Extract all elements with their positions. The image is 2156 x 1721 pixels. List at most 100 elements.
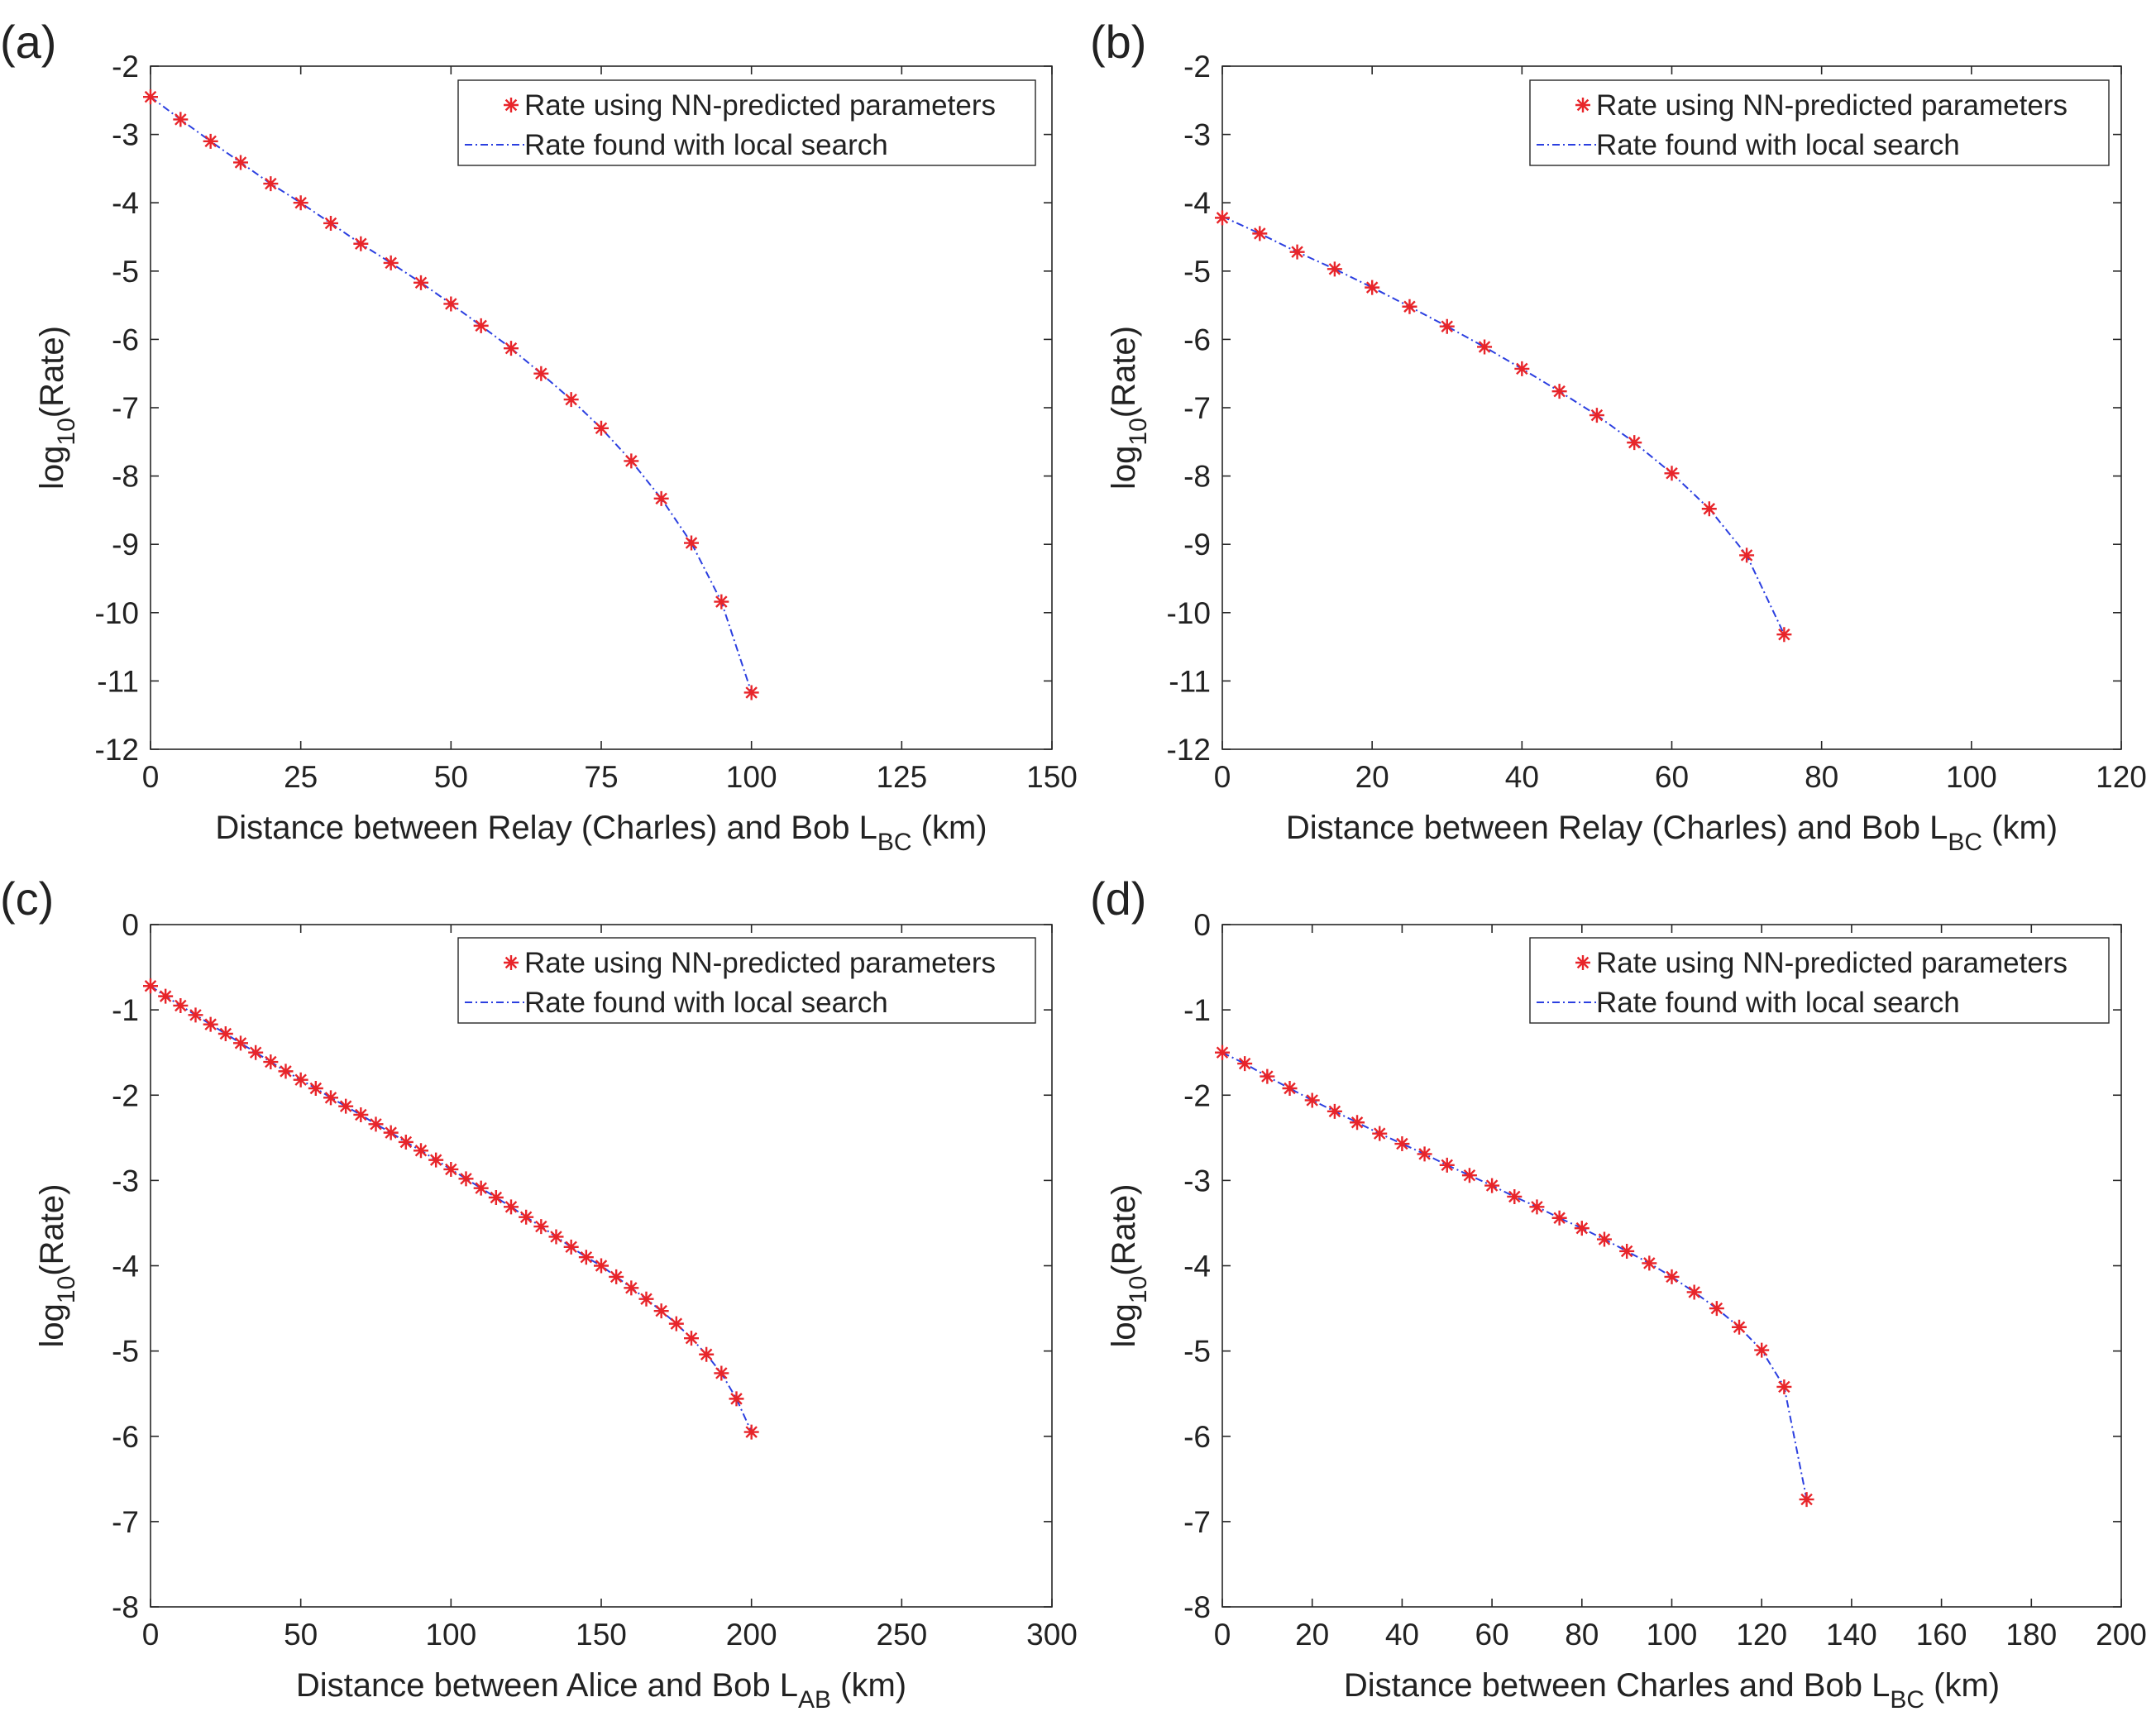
y-axis-label: log10(Rate) [1106, 1184, 1152, 1348]
x-tick-label: 100 [726, 760, 777, 794]
plot-area [1221, 924, 2122, 1608]
series-nn-marker [458, 1171, 474, 1187]
series-nn-marker [1215, 210, 1230, 226]
legend-nn-marker-icon [504, 98, 519, 112]
series-nn-marker [323, 1090, 338, 1106]
series-nn-marker [203, 1016, 218, 1032]
series-nn-marker [233, 155, 248, 170]
series-nn-marker [1701, 501, 1717, 517]
series-nn-marker [1664, 1269, 1680, 1284]
y-tick-label: -5 [1183, 255, 1211, 289]
legend: Rate using NN-predicted parameters Rate f… [457, 937, 1036, 1024]
y-tick-label: -8 [112, 1590, 139, 1624]
x-tick-label: 0 [1214, 1618, 1231, 1652]
series-nn-marker [1461, 1168, 1477, 1183]
series-nn-marker [533, 1219, 549, 1235]
x-tick-label: 0 [1214, 760, 1231, 794]
series-nn-marker [1574, 1221, 1590, 1236]
legend: Rate using NN-predicted parameters Rate f… [457, 79, 1036, 166]
series-nn-marker [504, 341, 519, 356]
y-tick-label: -8 [1183, 1590, 1211, 1624]
panel-d: 0 20 40 60 80 100 120 140 160 180 200 0 -1 -2 -3 -4 -5 -6… [1090, 872, 2147, 1714]
x-axis-label: Distance between Alice and Bob LAB (km) [296, 1667, 906, 1714]
series-nn-marker [488, 1190, 504, 1205]
series-nn-marker [383, 255, 399, 270]
series-nn-marker [1215, 1045, 1230, 1060]
x-tick-label: 60 [1475, 1618, 1509, 1652]
series-nn-marker [743, 685, 759, 700]
series-nn-marker [143, 89, 158, 105]
legend-nn-label: Rate using NN-predicted parameters [1596, 947, 2068, 979]
x-tick-label: 60 [1655, 760, 1689, 794]
series-nn-marker [203, 133, 218, 149]
x-tick-label: 100 [1946, 760, 1997, 794]
y-tick-label: -4 [112, 186, 139, 220]
series-nn-marker [624, 453, 639, 469]
series-nn-marker [1799, 1492, 1814, 1508]
y-tick-label: -5 [112, 255, 139, 289]
y-tick-label: -8 [1183, 460, 1211, 494]
y-tick-label: -2 [112, 1078, 139, 1112]
series-nn-marker [1282, 1081, 1298, 1096]
x-axis-label-unit: (km) [1982, 810, 2058, 846]
series-nn-marker [1642, 1255, 1657, 1271]
x-axis-label: Distance between Charles and Bob LBC (km… [1344, 1667, 2000, 1714]
series-nn-marker [1394, 1136, 1410, 1152]
series-nn-marker [1754, 1342, 1770, 1358]
legend-local-label: Rate found with local search [1596, 129, 1960, 161]
series-nn-marker [1619, 1243, 1635, 1259]
series-nn-marker [293, 195, 308, 211]
series-nn-marker [1252, 226, 1268, 241]
y-tick-label: -9 [1183, 528, 1211, 562]
x-tick-label: 120 [2096, 760, 2147, 794]
x-tick-label: 120 [1736, 1618, 1787, 1652]
series-nn-marker [323, 215, 338, 231]
series-nn-marker [1327, 1103, 1342, 1119]
x-axis-label-subscript: BC [1948, 829, 1982, 856]
series-nn-marker [173, 997, 189, 1013]
legend-nn-marker-icon [1575, 98, 1590, 112]
series-nn-marker [1529, 1199, 1545, 1215]
y-tick-label: -11 [97, 664, 139, 698]
y-tick-label: -3 [1183, 1164, 1211, 1198]
series-nn-marker [353, 1107, 369, 1122]
series-nn-marker [714, 1365, 729, 1381]
x-tick-label: 0 [142, 760, 160, 794]
y-tick-label: -4 [1183, 1250, 1211, 1284]
x-axis-label-unit: (km) [912, 810, 987, 846]
series-nn-marker [1477, 339, 1493, 355]
series-nn-marker [594, 420, 609, 436]
series-nn-marker [473, 318, 489, 333]
y-axis-label-subscript: 10 [53, 1276, 80, 1303]
series-nn-marker [1732, 1319, 1747, 1335]
panel-c: 0 50 100 150 200 250 300 0 -1 -2 -3 -4 -5 -6 -7 -8 Dista… [0, 872, 1078, 1714]
series-nn-marker [1776, 1379, 1792, 1394]
x-tick-label: 150 [576, 1618, 627, 1652]
series-nn-marker [1365, 280, 1380, 295]
series-nn-marker [609, 1269, 624, 1284]
series-nn-marker [308, 1081, 323, 1096]
series-nn-marker [353, 236, 369, 251]
y-tick-label: -6 [1183, 323, 1211, 356]
x-axis-label-main: Distance between Relay (Charles) and Bob… [215, 810, 877, 846]
panel-a: 0 25 50 75 100 125 150 -2 -3 -4 -5 -6 -7 -8 -9 -10 -11 -1… [0, 16, 1078, 856]
panel-label: (d) [1090, 872, 1146, 925]
y-tick-label: -3 [112, 118, 139, 152]
series-nn-marker [1514, 361, 1530, 376]
series-nn-marker [1417, 1146, 1432, 1162]
x-tick-label: 80 [1805, 760, 1838, 794]
y-tick-label: 0 [122, 908, 139, 942]
y-axis-label-main: log [34, 446, 70, 490]
series-nn-marker [1439, 1157, 1455, 1173]
series-nn-marker [1372, 1126, 1388, 1141]
y-tick-label: -12 [1167, 733, 1211, 767]
series-nn-marker [1507, 1188, 1523, 1204]
y-axis-label-rest: (Rate) [1106, 1184, 1142, 1276]
legend-local-label: Rate found with local search [524, 129, 888, 161]
panel-b: 0 20 40 60 80 100 120 -2 -3 -4 -5 -6 -7 -8 -9 -10 -11 -12… [1090, 16, 2147, 856]
series-nn-marker [338, 1098, 354, 1114]
x-tick-label: 160 [1916, 1618, 1967, 1652]
y-tick-label: -1 [1183, 993, 1211, 1027]
y-tick-label: -5 [1183, 1335, 1211, 1369]
series-nn-marker [563, 392, 579, 408]
